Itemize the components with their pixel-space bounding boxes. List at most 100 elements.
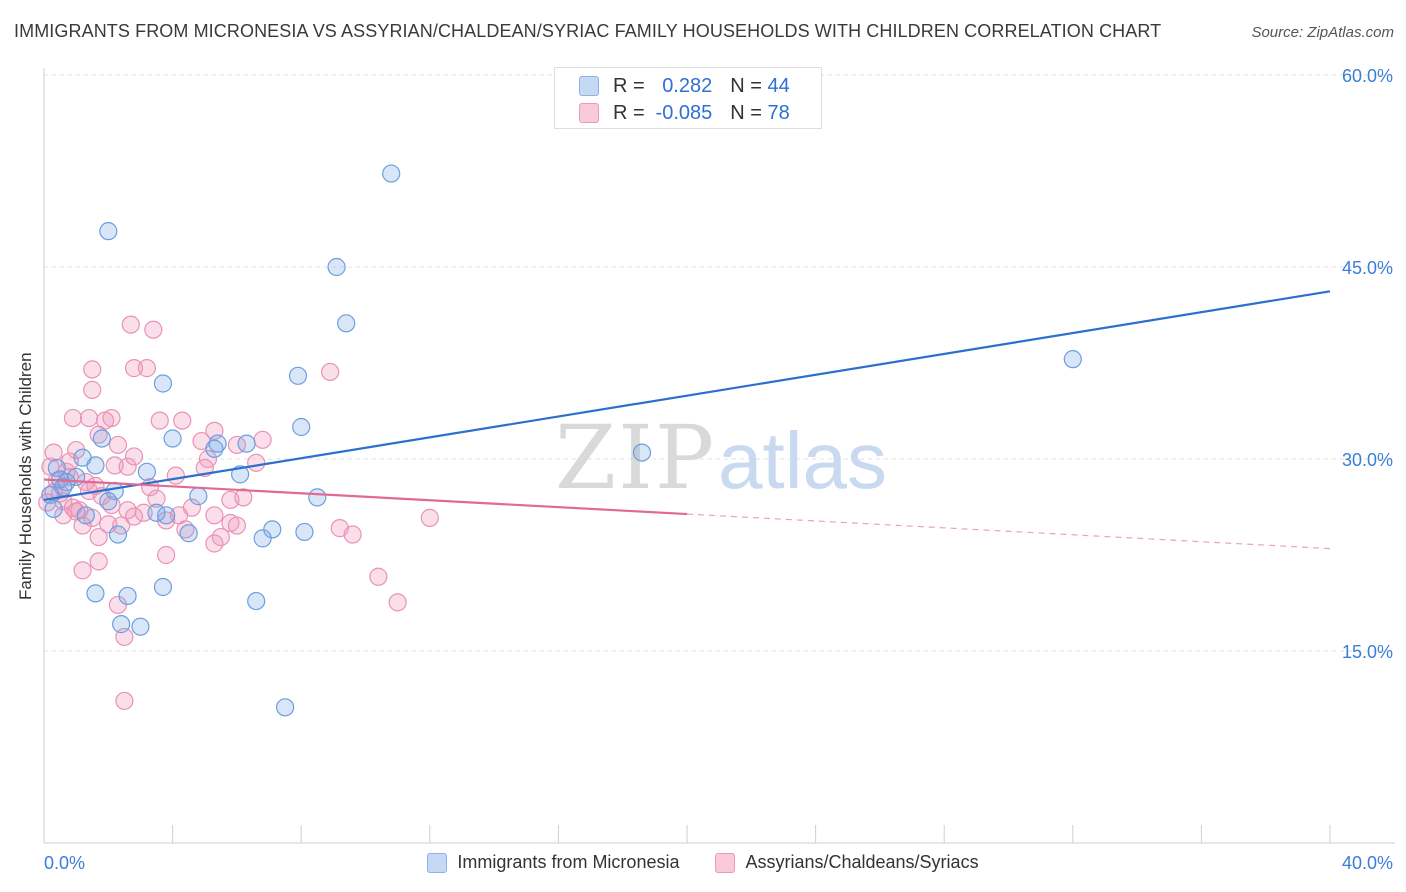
trend-line-micronesia (43, 290, 1331, 502)
legend-row-assyrians: R = -0.085 N = 78 (579, 100, 790, 126)
watermark-atlas: atlas (718, 416, 887, 505)
trend-line-assyrians (43, 478, 688, 516)
source-label: Source: ZipAtlas.com (1251, 24, 1394, 41)
point-micronesia-13 (632, 443, 652, 462)
point-assyrians-61 (89, 552, 108, 571)
point-micronesia-29 (157, 506, 176, 525)
point-micronesia-18 (231, 465, 250, 484)
axes (43, 68, 1395, 844)
point-micronesia-32 (295, 522, 314, 542)
series-micronesia-points (41, 164, 1082, 717)
point-assyrians-12 (173, 411, 192, 430)
point-assyrians-19 (44, 443, 63, 462)
y-tick-label-2: 45.0% (1342, 258, 1393, 278)
point-micronesia-3 (337, 314, 356, 333)
point-assyrians-44 (205, 506, 224, 525)
point-micronesia-7 (292, 417, 311, 437)
point-micronesia-5 (288, 366, 308, 385)
point-micronesia-8 (92, 429, 111, 448)
point-assyrians-59 (205, 534, 224, 553)
point-micronesia-35 (153, 577, 173, 597)
point-micronesia-39 (112, 615, 131, 634)
legend-item-assyrians: Assyrians/Chaldeans/Syriacs (715, 852, 979, 873)
point-assyrians-26 (105, 456, 124, 475)
n-value: 78 (767, 101, 790, 124)
r-value: 0.282 (662, 74, 713, 97)
point-assyrians-73 (234, 488, 253, 507)
x-tick-label-max: 40.0% (1342, 853, 1393, 873)
y-axis-label: Family Households with Children (16, 352, 35, 600)
point-micronesia-43 (67, 467, 86, 487)
point-assyrians-67 (115, 691, 134, 711)
point-assyrians-53 (227, 516, 246, 535)
legend-row-micronesia: R = 0.282 N = 44 (579, 73, 790, 99)
point-micronesia-33 (108, 525, 128, 544)
point-micronesia-37 (118, 586, 137, 606)
point-assyrians-6 (83, 380, 102, 399)
point-assyrians-48 (124, 507, 144, 526)
point-micronesia-6 (153, 374, 173, 393)
point-micronesia-2 (327, 257, 346, 277)
r-label: R = (613, 74, 645, 97)
x-tick-labels: 0.0% 40.0% (44, 853, 1393, 873)
point-micronesia-28 (76, 506, 95, 525)
y-tick-labels: 15.0% 30.0% 45.0% 60.0% (1342, 66, 1393, 662)
series-assyrians-points (38, 315, 439, 711)
x-tick-label-min: 0.0% (44, 853, 85, 873)
chart-title: IMMIGRANTS FROM MICRONESIA VS ASSYRIAN/C… (14, 21, 1162, 41)
point-assyrians-15 (253, 430, 272, 449)
y-tick-label-1: 30.0% (1342, 450, 1393, 470)
point-assyrians-70 (118, 457, 137, 476)
r-value: -0.085 (655, 101, 713, 124)
point-micronesia-41 (276, 698, 295, 717)
legend-swatch-pink (579, 103, 599, 123)
point-assyrians-35 (147, 489, 166, 508)
legend-swatch-blue (427, 852, 448, 873)
point-micronesia-36 (86, 584, 105, 603)
point-assyrians-5 (321, 362, 340, 382)
point-micronesia-26 (44, 499, 63, 519)
point-micronesia-30 (179, 524, 198, 543)
point-assyrians-65 (388, 593, 407, 612)
point-micronesia-38 (247, 591, 266, 611)
point-assyrians-60 (157, 545, 176, 565)
point-assyrians-21 (124, 447, 144, 466)
point-assyrians-17 (108, 435, 128, 455)
point-assyrians-23 (247, 453, 266, 472)
legend-item-micronesia: Immigrants from Micronesia (427, 852, 679, 873)
n-value: 44 (767, 74, 790, 97)
point-micronesia-34 (253, 529, 272, 548)
legend-label-assyrians: Assyrians/Chaldeans/Syriacs (745, 852, 979, 872)
point-assyrians-45 (420, 508, 439, 527)
point-assyrians-2 (83, 360, 102, 379)
point-micronesia-15 (86, 456, 105, 475)
point-assyrians-72 (182, 498, 201, 517)
point-micronesia-11 (237, 434, 256, 453)
point-assyrians-11 (150, 411, 169, 430)
point-micronesia-12 (205, 439, 224, 458)
point-micronesia-17 (137, 462, 156, 481)
series-legend: Immigrants from Micronesia Assyrians/Cha… (0, 852, 1406, 873)
legend-swatch-pink (715, 852, 736, 873)
point-assyrians-29 (166, 466, 185, 485)
legend-swatch-blue (579, 76, 599, 96)
grid-lines (44, 74, 1395, 652)
y-tick-label-0: 15.0% (1342, 642, 1393, 662)
point-micronesia-10 (208, 434, 227, 453)
point-assyrians-63 (369, 567, 388, 586)
r-label: R = (613, 101, 645, 124)
point-micronesia-16 (47, 458, 66, 478)
point-micronesia-4 (1063, 350, 1082, 369)
point-assyrians-10 (102, 408, 121, 428)
point-assyrians-0 (121, 315, 140, 334)
trend-lines (43, 290, 1331, 550)
point-assyrians-8 (79, 408, 99, 428)
point-assyrians-57 (89, 527, 108, 547)
point-micronesia-9 (163, 429, 182, 448)
point-assyrians-56 (343, 525, 362, 544)
point-micronesia-25 (99, 492, 118, 511)
point-assyrians-1 (144, 320, 163, 339)
point-micronesia-0 (382, 164, 401, 183)
point-assyrians-3 (124, 359, 144, 378)
